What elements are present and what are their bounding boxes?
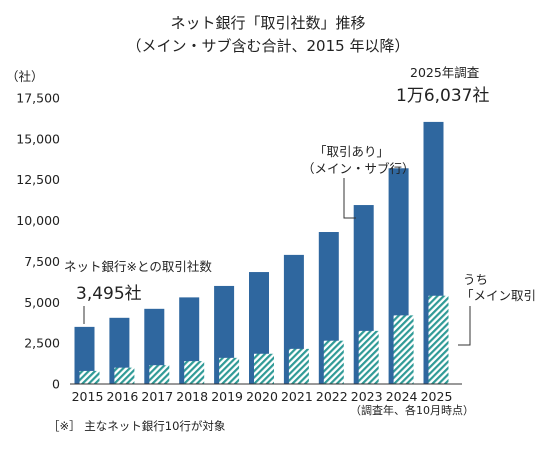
annotation-2025-label: 2025年調査: [410, 65, 480, 80]
y-tick-label: 5,000: [24, 295, 60, 310]
bar-main-2020: [254, 353, 274, 384]
y-tick-label: 15,000: [16, 131, 60, 146]
x-tick-label: 2020: [246, 389, 278, 404]
bar-main-2016: [114, 367, 135, 384]
annotation-series-leader: [343, 178, 356, 219]
annotation-main-leader: [458, 306, 471, 346]
x-tick-label: 2023: [351, 389, 383, 404]
annotation-total-label: ネット銀行※との取引社数: [64, 259, 212, 274]
x-tick-label: 2018: [176, 389, 208, 404]
bar-total-2015: [74, 326, 95, 384]
chart-title: ネット銀行「取引社数」推移: [170, 14, 366, 32]
annotation-2025-value: 1万6,037社: [396, 86, 489, 106]
y-tick-label: 12,500: [16, 172, 60, 187]
bar-main-2021: [288, 348, 309, 384]
bar-main-2019: [219, 357, 240, 384]
x-tick-label: 2021: [281, 389, 313, 404]
bar-main-2023: [358, 330, 379, 384]
x-tick-label: 2022: [316, 389, 348, 404]
bar-main-2015: [79, 370, 100, 384]
y-axis-label: （社）: [6, 69, 44, 84]
y-tick-label: 7,500: [24, 254, 60, 269]
bar-total-2016: [109, 317, 130, 384]
x-tick-label: 2017: [141, 389, 173, 404]
annotation-series-label-2: （メイン・サブ行）: [302, 161, 415, 176]
bar-main-2018: [184, 361, 205, 384]
annotation-2015-value: 3,495社: [76, 284, 142, 304]
y-tick-label: 2,500: [24, 336, 60, 351]
annotation-main-label-1: うち: [463, 272, 488, 287]
y-tick-label: 0: [52, 377, 60, 392]
bar-main-2025: [428, 295, 449, 384]
x-tick-label: 2016: [106, 389, 138, 404]
footnote: ［※］ 主なネット銀行10行が対象: [48, 419, 226, 433]
x-tick-label: 2024: [386, 389, 418, 404]
x-tick-label: 2025: [421, 389, 453, 404]
chart-subtitle: （メイン・サブ含む合計、2015 年以降）: [126, 37, 410, 55]
annotation-main-label-2: 「メイン取引」: [461, 288, 536, 303]
x-axis-note: （調査年、各10月時点）: [350, 403, 474, 417]
x-tick-label: 2015: [72, 389, 104, 404]
annotation-series-label-1: 「取引あり」: [314, 144, 389, 159]
bar-main-2024: [393, 315, 414, 384]
y-tick-label: 10,000: [16, 213, 60, 228]
bar-main-2022: [323, 340, 344, 384]
bar-main-2017: [149, 365, 170, 384]
x-tick-label: 2019: [211, 389, 243, 404]
y-tick-label: 17,500: [16, 91, 60, 106]
